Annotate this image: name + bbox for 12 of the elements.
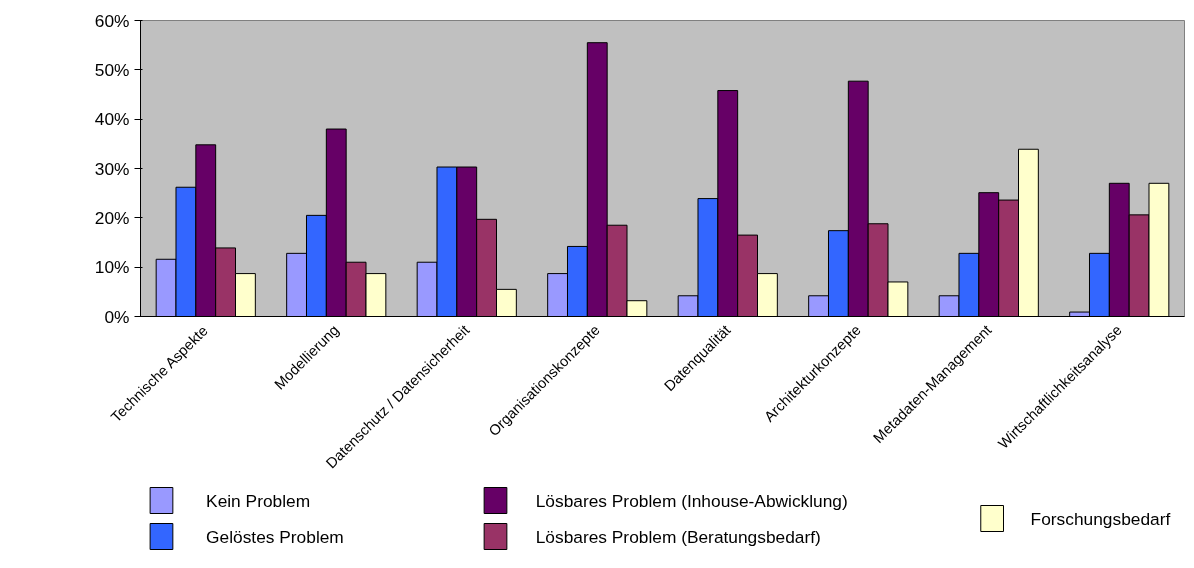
y-tick-label: 10% [94, 257, 130, 278]
y-tick-label: 40% [94, 109, 130, 130]
legend-label: Lösbares Problem (Inhouse-Abwicklung) [535, 490, 848, 511]
legend-label: Lösbares Problem (Beratungsbedarf) [535, 526, 821, 547]
y-tick-label: 30% [94, 158, 130, 179]
legend-label: Forschungsbedarf [1030, 508, 1171, 529]
legend-label: Gelöstes Problem [206, 526, 344, 547]
y-tick-label: 60% [94, 10, 130, 31]
y-tick-label: 0% [104, 306, 130, 327]
y-tick-label: 20% [94, 207, 130, 228]
y-tick-label: 50% [94, 59, 130, 80]
legend-label: Kein Problem [206, 490, 311, 511]
